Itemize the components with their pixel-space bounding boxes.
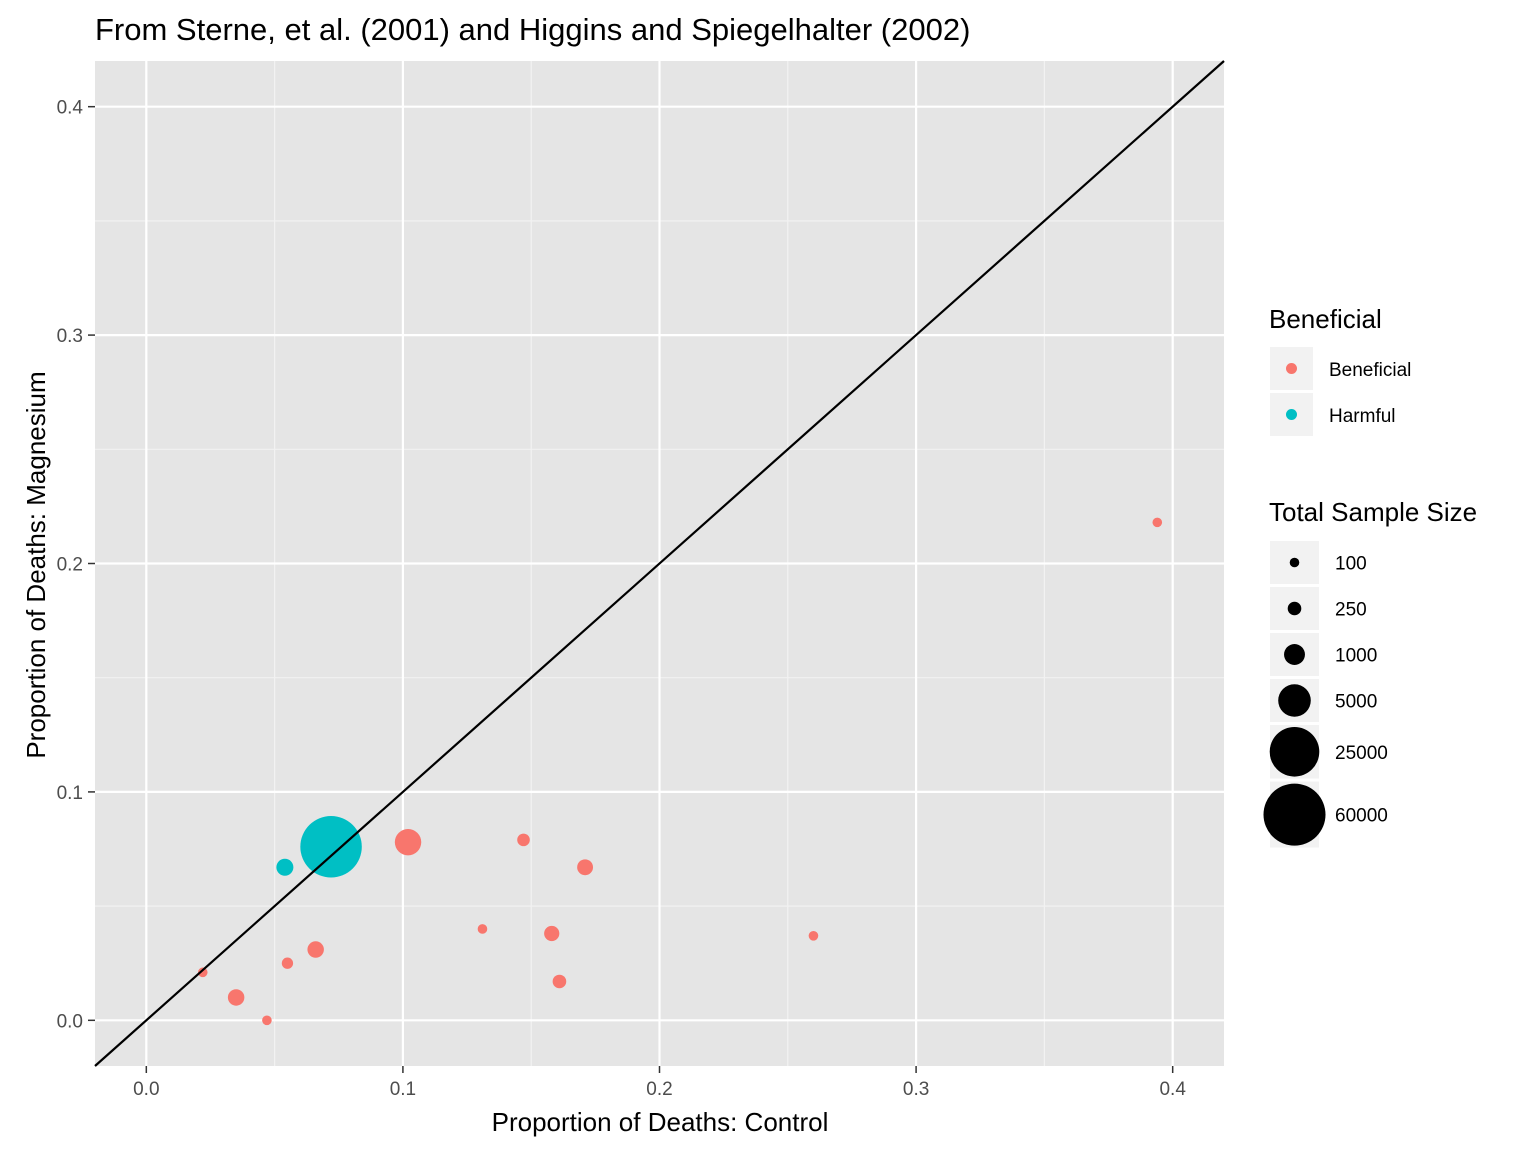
legend-size-key	[1289, 557, 1300, 568]
x-tick-label: 0.4	[1159, 1079, 1186, 1100]
data-point	[517, 833, 530, 847]
legend-size-label: 60000	[1335, 806, 1388, 827]
identity-reference-line	[94, 60, 1225, 1067]
y-tick-label: 0.2	[57, 555, 83, 576]
legend-size-key	[1263, 783, 1326, 846]
legend-color-label: Harmful	[1329, 406, 1396, 427]
data-point	[394, 828, 422, 856]
data-point	[262, 1015, 272, 1026]
x-tick-label: 0.1	[390, 1079, 416, 1100]
x-tick-label: 0.3	[903, 1079, 929, 1100]
chart-title: From Sterne, et al. (2001) and Higgins a…	[95, 12, 970, 47]
y-axis-ticks: 0.0 0.1 0.2 0.3 0.4	[57, 98, 95, 1032]
data-point	[577, 859, 594, 876]
data-point	[477, 924, 488, 934]
data-point	[808, 931, 819, 941]
color-legend: Beneficial Beneficial Harmful	[1269, 304, 1411, 436]
legend-size-label: 1000	[1335, 646, 1377, 667]
legend-color-key	[1286, 363, 1297, 374]
size-legend-title: Total Sample Size	[1269, 497, 1477, 527]
data-point	[281, 957, 294, 969]
legend-size-label: 100	[1335, 554, 1367, 575]
data-point	[276, 858, 294, 876]
legend-size-key	[1278, 684, 1311, 717]
legend-size-label: 5000	[1335, 692, 1377, 713]
size-legend: Total Sample Size 100 250 1000 5000 25000 600…	[1263, 497, 1477, 848]
y-tick-label: 0.4	[57, 98, 84, 119]
legend-color-label: Beneficial	[1329, 360, 1411, 381]
data-point	[1152, 517, 1163, 528]
x-tick-label: 0.0	[133, 1079, 159, 1100]
data-point	[544, 925, 560, 942]
y-axis-title: Proportion of Deaths: Magnesium	[21, 371, 51, 758]
data-point	[552, 974, 567, 989]
y-tick-label: 0.3	[57, 326, 83, 347]
data-point	[227, 989, 245, 1006]
legend-color-key	[1286, 409, 1297, 420]
legend-size-key	[1269, 727, 1320, 777]
color-legend-title: Beneficial	[1269, 304, 1382, 334]
data-point	[307, 941, 324, 958]
legend-size-label: 250	[1335, 600, 1367, 621]
data-points	[197, 517, 1163, 1026]
x-axis-ticks: 0.0 0.1 0.2 0.3 0.4	[133, 1066, 1186, 1100]
y-tick-label: 0.0	[57, 1011, 83, 1032]
x-axis-title: Proportion of Deaths: Control	[492, 1107, 829, 1137]
x-tick-label: 0.2	[646, 1079, 672, 1100]
legend-size-label: 25000	[1335, 743, 1388, 764]
y-tick-label: 0.1	[57, 783, 83, 804]
data-point	[197, 967, 208, 978]
legend-size-key	[1287, 601, 1302, 616]
data-point	[300, 815, 362, 878]
legend-size-key	[1284, 644, 1305, 665]
